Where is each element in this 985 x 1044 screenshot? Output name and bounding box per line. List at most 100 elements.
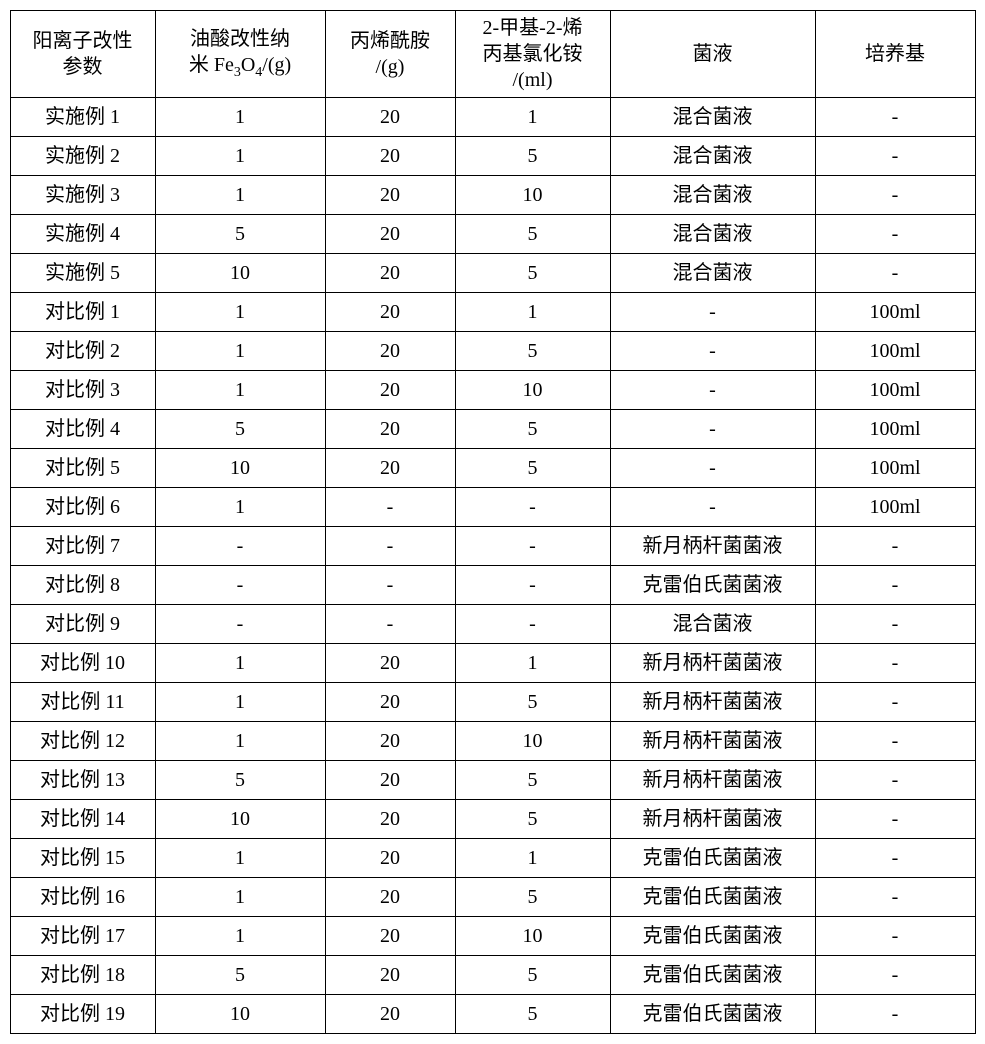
table-cell: 5 (455, 215, 610, 254)
table-cell: - (610, 293, 815, 332)
table-row: 对比例 312010-100ml (10, 371, 975, 410)
table-cell: 5 (455, 332, 610, 371)
table-cell: 实施例 5 (10, 254, 155, 293)
subscript: 3 (234, 65, 241, 80)
table-cell: 20 (325, 683, 455, 722)
table-cell: 对比例 13 (10, 761, 155, 800)
table-cell: - (815, 800, 975, 839)
table-row: 对比例 1712010克雷伯氏菌菌液- (10, 917, 975, 956)
table-row: 对比例 8---克雷伯氏菌菌液- (10, 566, 975, 605)
table-cell: - (815, 98, 975, 137)
table-cell: - (155, 566, 325, 605)
table-cell: 1 (155, 98, 325, 137)
table-cell: - (455, 488, 610, 527)
table-cell: 5 (455, 254, 610, 293)
table-cell: - (610, 332, 815, 371)
header-text: O (241, 54, 255, 76)
table-cell: - (455, 566, 610, 605)
table-cell: - (610, 488, 815, 527)
table-cell: 20 (325, 176, 455, 215)
table-cell: 1 (155, 137, 325, 176)
table-cell: 混合菌液 (610, 605, 815, 644)
table-cell: 1 (155, 878, 325, 917)
table-cell: 对比例 19 (10, 995, 155, 1034)
table-cell: 对比例 4 (10, 410, 155, 449)
table-cell: 20 (325, 332, 455, 371)
table-cell: 1 (155, 722, 325, 761)
table-cell: - (815, 566, 975, 605)
table-cell: 混合菌液 (610, 98, 815, 137)
table-row: 对比例 61---100ml (10, 488, 975, 527)
table-cell: - (610, 410, 815, 449)
table-cell: - (455, 605, 610, 644)
table-cell: 20 (325, 293, 455, 332)
header-text: 参数 (63, 56, 103, 78)
table-cell: 10 (155, 449, 325, 488)
table-cell: 100ml (815, 371, 975, 410)
table-cell: - (455, 527, 610, 566)
col-header-fe3o4: 油酸改性纳 米 Fe3O4/(g) (155, 11, 325, 98)
table-cell: 对比例 14 (10, 800, 155, 839)
table-row: 实施例 11201混合菌液- (10, 98, 975, 137)
table-cell: 克雷伯氏菌菌液 (610, 566, 815, 605)
table-cell: 5 (455, 995, 610, 1034)
table-row: 对比例 1910205克雷伯氏菌菌液- (10, 995, 975, 1034)
table-header: 阳离子改性 参数 油酸改性纳 米 Fe3O4/(g) 丙烯酰胺 /(g) 2-甲… (10, 11, 975, 98)
table-cell: 20 (325, 215, 455, 254)
table-row: 实施例 21205混合菌液- (10, 137, 975, 176)
table-cell: 混合菌液 (610, 137, 815, 176)
table-row: 对比例 1212010新月柄杆菌菌液- (10, 722, 975, 761)
header-text: 米 Fe (189, 54, 234, 76)
table-cell: 5 (455, 800, 610, 839)
table-cell: 对比例 16 (10, 878, 155, 917)
table-cell: - (815, 956, 975, 995)
table-row: 实施例 510205混合菌液- (10, 254, 975, 293)
table-cell: 1 (455, 98, 610, 137)
table-cell: 实施例 2 (10, 137, 155, 176)
table-cell: 20 (325, 371, 455, 410)
table-cell: - (815, 839, 975, 878)
table-cell: 对比例 8 (10, 566, 155, 605)
table-cell: 克雷伯氏菌菌液 (610, 995, 815, 1034)
table-row: 对比例 510205-100ml (10, 449, 975, 488)
table-cell: - (815, 917, 975, 956)
header-text: /(g) (376, 56, 405, 78)
table-cell: 10 (455, 917, 610, 956)
table-cell: 1 (155, 488, 325, 527)
table-cell: 5 (455, 683, 610, 722)
table-row: 对比例 21205-100ml (10, 332, 975, 371)
header-text: 油酸改性纳 (190, 28, 290, 50)
table-cell: 20 (325, 995, 455, 1034)
table-cell: 20 (325, 722, 455, 761)
table-cell: 5 (155, 956, 325, 995)
table-cell: 克雷伯氏菌菌液 (610, 878, 815, 917)
table-cell: 1 (155, 683, 325, 722)
table-cell: 10 (455, 371, 610, 410)
table-cell: 20 (325, 644, 455, 683)
table-cell: 5 (455, 449, 610, 488)
table-cell: 实施例 4 (10, 215, 155, 254)
col-header-params: 阳离子改性 参数 (10, 11, 155, 98)
table-cell: 实施例 3 (10, 176, 155, 215)
table-cell: 对比例 17 (10, 917, 155, 956)
table-cell: 混合菌液 (610, 176, 815, 215)
table-cell: 混合菌液 (610, 254, 815, 293)
header-text: 阳离子改性 (33, 30, 133, 52)
table-cell: 100ml (815, 410, 975, 449)
table-row: 对比例 185205克雷伯氏菌菌液- (10, 956, 975, 995)
table-cell: - (610, 449, 815, 488)
table-cell: 1 (455, 644, 610, 683)
header-text: 菌液 (693, 43, 733, 65)
table-cell: 100ml (815, 293, 975, 332)
table-cell: 5 (155, 215, 325, 254)
table-body: 实施例 11201混合菌液-实施例 21205混合菌液-实施例 312010混合… (10, 98, 975, 1034)
table-cell: 对比例 7 (10, 527, 155, 566)
table-cell: 1 (155, 839, 325, 878)
table-cell: - (815, 644, 975, 683)
table-cell: 100ml (815, 488, 975, 527)
header-text: 2-甲基-2-烯 (483, 17, 583, 39)
table-cell: 20 (325, 254, 455, 293)
table-cell: - (325, 527, 455, 566)
table-cell: 新月柄杆菌菌液 (610, 683, 815, 722)
table-cell: 对比例 6 (10, 488, 155, 527)
